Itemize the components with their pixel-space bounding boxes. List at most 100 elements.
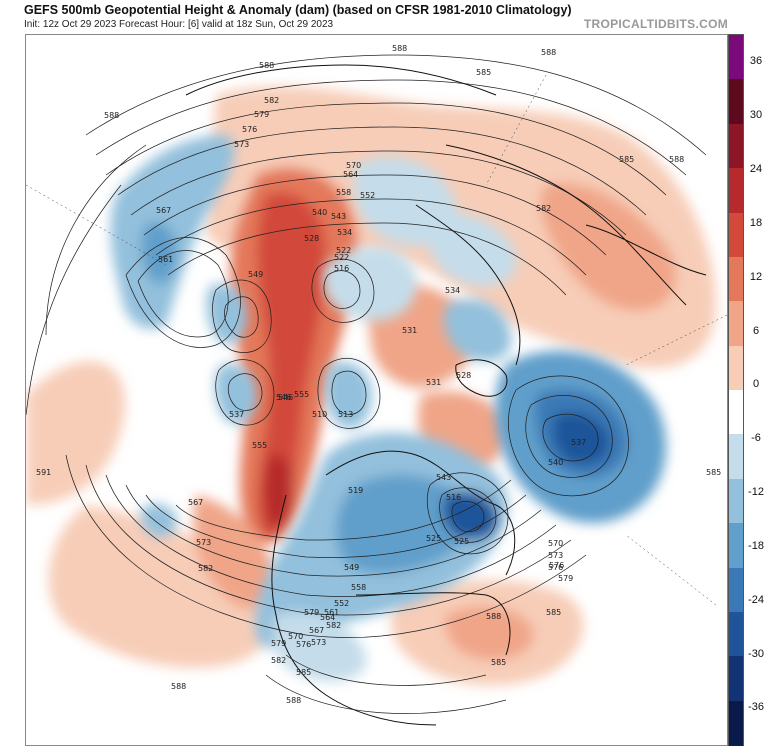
colorbar-tick: -30 [748,648,764,660]
contour-label: 585 [706,468,721,477]
contour-label: 531 [426,378,441,387]
colorbar-segment [729,656,743,702]
chart-title: GEFS 500mb Geopotential Height & Anomaly… [24,3,572,17]
contour-label: 552 [334,599,349,608]
colorbar-tick: 36 [749,55,763,67]
contour-label: 585 [491,658,506,667]
contour-label: 591 [36,468,51,477]
contour-label: 570 [548,539,563,548]
colorbar-segment [729,434,743,480]
contour-labels: 588 588 588 585 588 582 579 576 573 570 … [36,44,721,705]
contour-label: 534 [445,286,460,295]
contour-label: 552 [360,191,375,200]
contour-label: 522 [336,246,351,255]
contour-label: 570 [288,632,303,641]
contour-label: 525 [454,537,469,546]
colorbar-segment [729,212,743,258]
contour-label: 555 [294,390,309,399]
contour-label: 519 [348,486,363,495]
colorbar-segment [729,390,743,435]
colorbar-segment [729,123,743,169]
contour-label: 588 [486,612,501,621]
contour-label: 585 [476,68,491,77]
colorbar-segment [729,345,743,391]
contour-label: 534 [337,228,352,237]
contour-label: 576 [548,563,563,572]
brand-watermark: TROPICALTIDBITS.COM [583,17,728,31]
colorbar-tick: 0 [752,378,760,390]
contour-label: 513 [338,410,353,419]
colorbar-tick: 30 [749,109,763,121]
contour-label: 528 [456,371,471,380]
contour-label: 582 [271,656,286,665]
colorbar-tick: -18 [748,540,764,552]
contour-label: 567 [156,206,171,215]
contour-label: 573 [234,140,249,149]
negative-anomaly-shading [110,135,666,682]
colorbar-segment [729,611,743,657]
colorbar-tick: 6 [752,325,760,337]
contour-label: 546 [278,393,293,402]
contour-label: 558 [336,188,351,197]
contour-label: 543 [331,212,346,221]
contour-label: 585 [619,155,634,164]
colorbar-tick: -24 [748,594,764,606]
contour-label: 576 [549,561,564,570]
contour-label: 540 [312,208,327,217]
contour-label: 531 [402,326,417,335]
contour-label: 537 [229,410,244,419]
contour-label: 525 [426,534,441,543]
contour-label: 567 [309,626,324,635]
positive-anomaly-shading [26,86,716,686]
colorbar-tick: -6 [751,432,761,444]
contour-label: 516 [446,493,461,502]
contour-label: 579 [304,608,319,617]
contour-label: 549 [248,270,263,279]
contour-label: 582 [536,204,551,213]
colorbar-segment [729,700,743,746]
contour-label: 540 [548,458,563,467]
contour-label: 549 [344,563,359,572]
colorbar-segment [729,168,743,213]
contour-label: 582 [198,564,213,573]
colorbar-tick: -36 [748,701,764,713]
colorbar-segment [729,523,743,568]
contour-label: 522 [334,253,349,262]
contour-label: 564 [320,613,335,622]
contour-label: 564 [343,170,358,179]
coastlines [185,64,707,726]
contour-label: 588 [669,155,684,164]
colorbar-tick: 24 [749,163,763,175]
colorbar-segment [729,79,743,125]
contour-label: 516 [334,264,349,273]
contour-label: 570 [346,161,361,170]
colorbar-tick: -12 [748,486,764,498]
contour-label: 576 [296,640,311,649]
contour-label: 588 [541,48,556,57]
graticule [26,74,727,606]
anomaly-colorbar [728,34,744,746]
colorbar-tick: 12 [749,271,763,283]
colorbar-segment [729,35,743,80]
contour-label: 579 [254,110,269,119]
contour-label: 573 [196,538,211,547]
colorbar-segment [729,567,743,613]
contour-label: 588 [171,682,186,691]
contour-label: 579 [558,574,573,583]
contour-label: 576 [242,125,257,134]
contour-label: 588 [392,44,407,53]
contour-label: 579 [271,639,286,648]
contour-label: 561 [158,255,173,264]
contour-label: 567 [188,498,203,507]
contour-label: 588 [104,111,119,120]
contour-label: 582 [326,621,341,630]
contour-label: 585 [296,668,311,677]
height-contours [26,54,707,714]
colorbar-segment [729,478,743,524]
contour-label: 537 [571,438,586,447]
contour-label: 510 [312,410,327,419]
map-canvas: 588 588 588 585 588 582 579 576 573 570 … [26,44,727,726]
contour-label: 573 [548,551,563,560]
contour-label: 528 [304,234,319,243]
contour-label: 546 [276,393,291,402]
